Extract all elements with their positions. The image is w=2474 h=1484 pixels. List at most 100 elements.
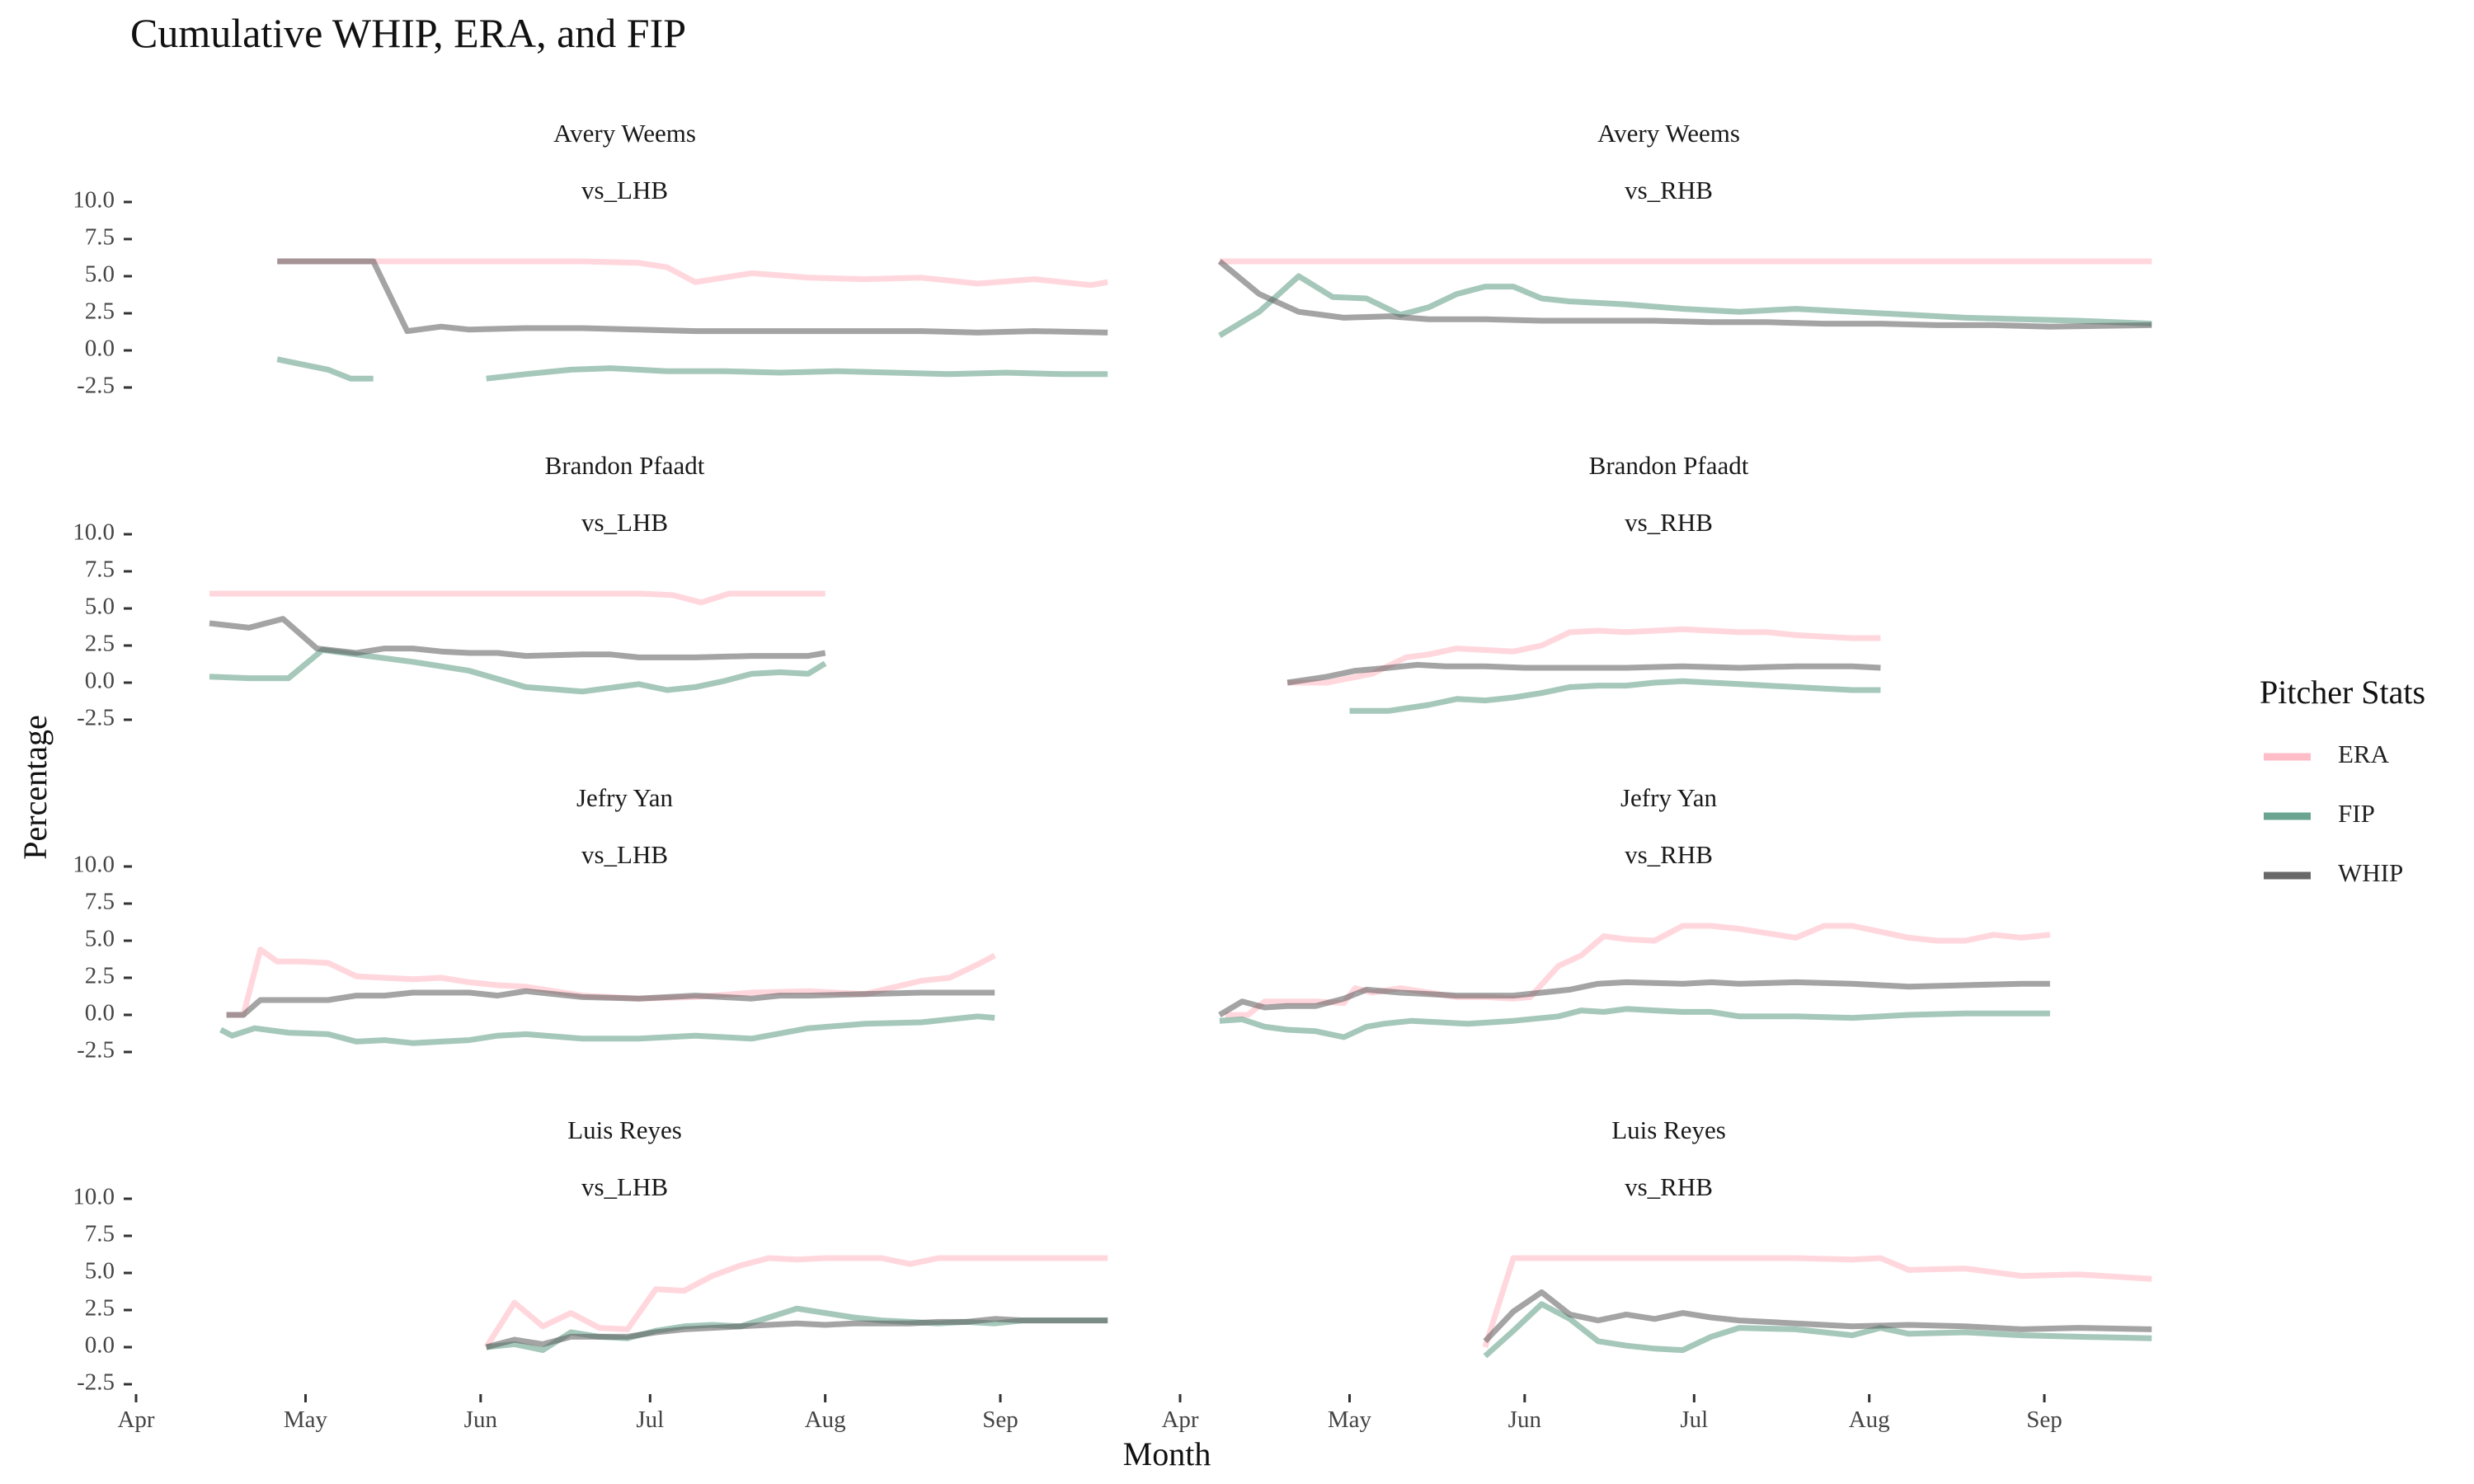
y-tick-label: -2.5: [77, 1037, 115, 1064]
y-axis: -2.5 0.0 2.5 5.0 7.5 10.0: [73, 187, 132, 399]
series-line-whip: [1286, 661, 1881, 686]
panel-luis-reyes-vs-lhb: Luis Reyes vs_LHB -2.5 0.0 2.5 5.0 7.5 10.0: [73, 1115, 1108, 1396]
panel-strip-pitcher: Avery Weems: [1597, 119, 1740, 148]
y-tick-label: 10.0: [73, 1184, 115, 1210]
series-line-era: [483, 1255, 1108, 1349]
panel-strip-pitcher: Jefry Yan: [1620, 783, 1718, 812]
y-tick-label: 0.0: [85, 336, 115, 362]
y-axis-title: Percentage: [16, 715, 54, 859]
panel-strip-split: vs_RHB: [1625, 176, 1713, 204]
y-tick-label: 2.5: [85, 963, 115, 989]
panel-brandon-pfaadt-vs-rhb: Brandon Pfaadt vs_RHB: [1286, 451, 1881, 714]
y-tick-label: -2.5: [77, 1369, 115, 1396]
y-tick-label: 0.0: [85, 1332, 115, 1359]
y-tick-label: 0.0: [85, 1000, 115, 1026]
legend-title: Pitcher Stats: [2260, 674, 2425, 711]
series-line-whip: [1217, 259, 2152, 330]
panel-strip-split: vs_LHB: [581, 1172, 668, 1201]
series-line-era: [226, 946, 996, 1018]
x-tick-label: Sep: [2026, 1407, 2062, 1433]
y-axis: -2.5 0.0 2.5 5.0 7.5 10.0: [73, 852, 132, 1064]
panel-jefry-yan-vs-rhb: Jefry Yan vs_RHB: [1218, 783, 2051, 1040]
y-tick-label: 7.5: [85, 224, 115, 251]
x-axis-title: Month: [1123, 1435, 1211, 1472]
y-tick-label: 10.0: [73, 519, 115, 546]
panel-strip-split: vs_LHB: [581, 840, 668, 869]
y-axis: -2.5 0.0 2.5 5.0 7.5 10.0: [73, 519, 132, 731]
series-line-whip: [1218, 979, 2050, 1018]
y-tick-label: 7.5: [85, 556, 115, 583]
y-tick-label: 5.0: [85, 594, 115, 620]
panel-strip-split: vs_LHB: [581, 176, 668, 204]
y-tick-label: 2.5: [85, 298, 115, 325]
series-line-era: [1287, 626, 1881, 686]
x-tick-label: Apr: [117, 1407, 154, 1433]
chart-title: Cumulative WHIP, ERA, and FIP: [130, 10, 686, 56]
y-tick-label: 10.0: [73, 187, 115, 214]
y-tick-label: 0.0: [85, 668, 115, 694]
x-tick-label: Aug: [1849, 1407, 1890, 1433]
series-line-fip: [1218, 273, 2152, 339]
x-tick-label: May: [1328, 1407, 1372, 1433]
panel-strip-pitcher: Avery Weems: [553, 119, 696, 148]
series-line-fip: [486, 365, 1108, 382]
legend-item-era: ERA: [2264, 740, 2390, 768]
panel-strip-split: vs_RHB: [1625, 840, 1713, 869]
y-tick-label: 7.5: [85, 1221, 115, 1247]
series-line-whip: [226, 988, 995, 1018]
x-tick-label: Jul: [636, 1407, 664, 1433]
panel-strip-pitcher: Luis Reyes: [567, 1115, 682, 1144]
y-tick-label: 5.0: [85, 926, 115, 952]
x-axis: Apr May Jun Jul Aug Sep Apr May Jun Jul Aug Sep: [117, 1394, 2062, 1433]
y-tick-label: 2.5: [85, 631, 115, 657]
panel-strip-split: vs_RHB: [1625, 1172, 1713, 1201]
panel-strip-pitcher: Luis Reyes: [1611, 1115, 1726, 1144]
series-line-fip: [1219, 1006, 2050, 1040]
y-tick-label: 5.0: [85, 1258, 115, 1284]
series-line-whip: [277, 258, 1108, 336]
x-tick-label: Jun: [1508, 1407, 1542, 1433]
panel-luis-reyes-vs-rhb: Luis Reyes vs_RHB: [1482, 1115, 2152, 1359]
x-tick-label: Sep: [982, 1407, 1018, 1433]
legend-label: FIP: [2338, 799, 2375, 828]
series-line-era: [277, 258, 1108, 289]
legend-label: WHIP: [2338, 858, 2403, 887]
legend-item-whip: WHIP: [2264, 858, 2403, 887]
legend-label: ERA: [2338, 740, 2390, 768]
series-line-fip: [209, 646, 827, 695]
y-tick-label: -2.5: [77, 705, 115, 731]
x-tick-label: Aug: [805, 1407, 846, 1433]
panel-avery-weems-vs-rhb: Avery Weems vs_RHB: [1217, 119, 2152, 339]
y-tick-label: 2.5: [85, 1295, 115, 1322]
legend: Pitcher Stats ERA FIP WHIP: [2260, 674, 2425, 887]
panel-strip-pitcher: Brandon Pfaadt: [1589, 451, 1749, 480]
panel-brandon-pfaadt-vs-lhb: Brandon Pfaadt vs_LHB -2.5 0.0 2.5 5.0 7.5 10.0: [73, 451, 827, 731]
y-tick-label: 5.0: [85, 261, 115, 288]
panel-avery-weems-vs-lhb: Avery Weems vs_LHB -2.5 0.0 2.5 5.0 7.5 10.0: [73, 119, 1108, 399]
panel-strip-pitcher: Brandon Pfaadt: [545, 451, 705, 480]
panel-strip-split: vs_RHB: [1625, 508, 1713, 537]
series-line-era: [1225, 923, 2051, 1018]
y-tick-label: 10.0: [73, 852, 115, 878]
y-tick-label: 7.5: [85, 889, 115, 915]
x-tick-label: Jun: [464, 1407, 498, 1433]
series-line-fip: [1483, 1301, 2152, 1359]
series-line-whip: [1483, 1289, 2152, 1344]
series-line-fip: [276, 356, 374, 382]
x-tick-label: May: [284, 1407, 328, 1433]
panel-jefry-yan-vs-lhb: Jefry Yan vs_LHB -2.5 0.0 2.5 5.0 7.5 10.0: [73, 783, 996, 1064]
panel-strip-pitcher: Jefry Yan: [576, 783, 674, 812]
panel-strip-split: vs_LHB: [581, 508, 668, 537]
series-line-era: [1482, 1255, 2152, 1349]
series-line-whip: [209, 616, 826, 660]
series-line-whip: [485, 1316, 1108, 1350]
x-tick-label: Jul: [1680, 1407, 1708, 1433]
series-line-era: [209, 590, 825, 606]
series-line-fip: [219, 1013, 995, 1046]
y-axis: -2.5 0.0 2.5 5.0 7.5 10.0: [73, 1184, 132, 1396]
x-tick-label: Apr: [1161, 1407, 1198, 1433]
facet-panels: Avery Weemsvs_LHB-2.50.02.55.07.510.0Ave…: [73, 119, 2152, 1396]
legend-item-fip: FIP: [2264, 799, 2375, 828]
y-tick-label: -2.5: [77, 373, 115, 399]
